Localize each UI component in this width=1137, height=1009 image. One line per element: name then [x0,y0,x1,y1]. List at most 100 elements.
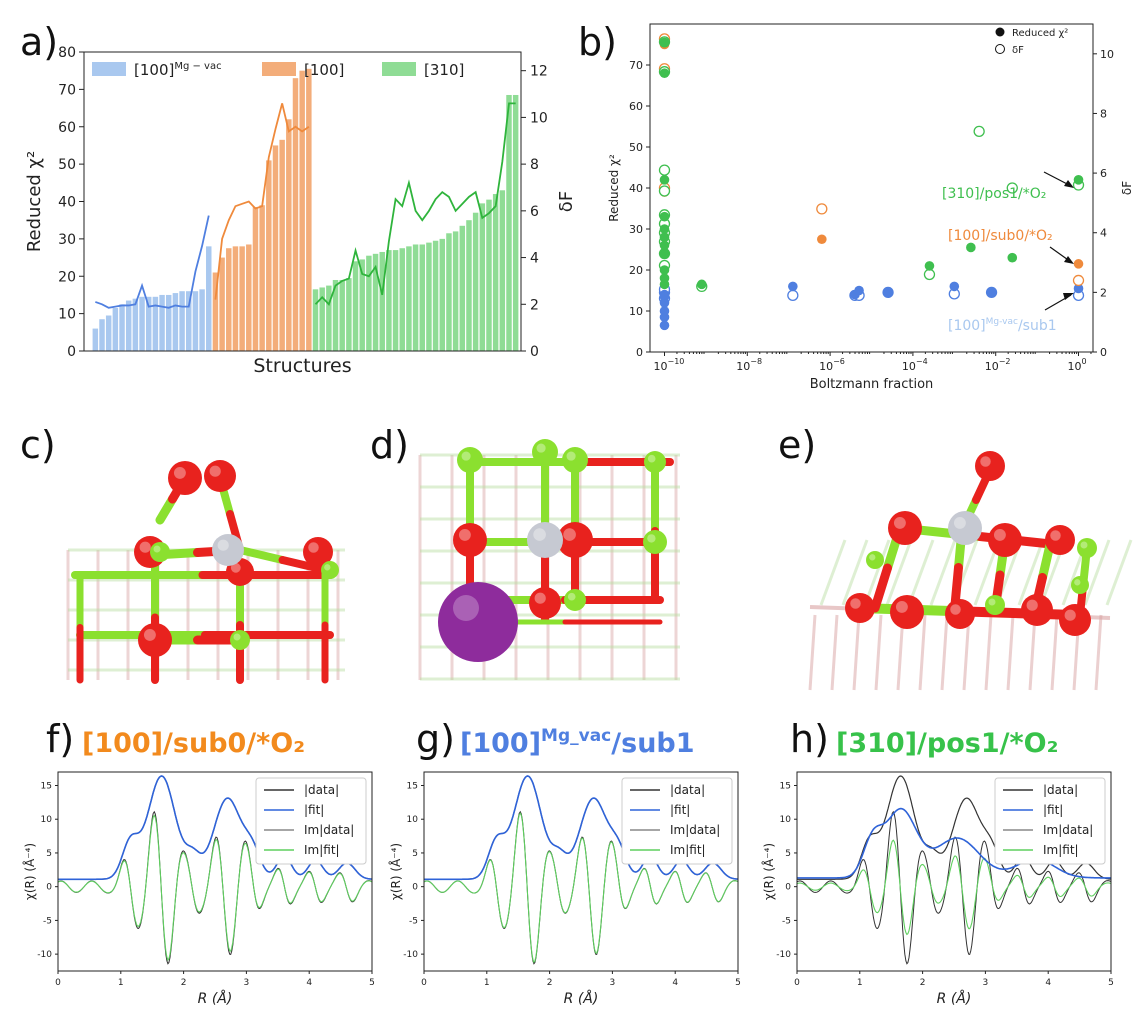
bar [292,78,299,351]
magnesium-atom [985,595,1005,615]
oxygen-atom [204,460,236,492]
lattice-ghost-bond [1083,539,1111,606]
point-chi2 [966,242,976,253]
lattice-ghost-bond [874,614,883,691]
dopant-atom [438,582,518,662]
deltaF-line-2 [314,102,516,306]
bar [279,139,285,351]
magnesium-atom [643,530,667,554]
legend-label: Im|fit| [670,843,706,857]
magnesium-atom-highlight [324,564,331,571]
bar [219,257,225,351]
lattice-ghost-bond [918,614,927,691]
oxygen-atom [888,511,922,545]
magnesium-atom-highlight [869,554,876,561]
magnesium-atom [321,561,339,579]
y2-tick-label: 2 [530,297,539,313]
legend-label: |data| [670,783,705,797]
metal-atom [948,511,982,545]
y-tick-label: -5 [409,916,418,926]
lattice-ghost-bond [984,614,993,691]
oxygen-atom-highlight [458,528,471,541]
oxygen-atom [453,523,487,557]
lattice-ghost-bond [830,614,839,691]
bar [145,296,152,351]
y-axis-label: χ(R) (Å⁻⁴) [388,843,403,900]
bar [512,94,519,351]
chart-b: 0 10 20 30 40 50 60 70 0 2 4 6 8 10 10−10 10−8 10−6 10−4 1… [607,23,1134,392]
oxygen-atom-highlight [1050,530,1061,541]
bar [232,246,239,351]
line-im-fit [57,814,373,961]
lattice-ghost-bond [1094,614,1103,691]
point-deltaF [923,268,936,281]
x-tick-label: 5 [735,978,741,988]
x-tick-label: 10−4 [902,357,928,373]
bar [412,244,419,351]
x-tick-label: 0 [55,978,61,988]
lattice-ghost-bond [819,539,847,606]
magnesium-atom-highlight [233,633,241,641]
y2-tick-label: 2 [1100,286,1107,299]
structure-c-image [66,460,345,684]
oxygen-atom-highlight [209,465,221,477]
legend-label: [100]Mg − vac [134,61,222,79]
y-tick-label: 10 [41,815,53,825]
point-chi2 [883,287,893,298]
y2-tick-label: 0 [1100,346,1107,359]
oxygen-atom-highlight [230,562,241,573]
oxygen-atom-highlight [893,516,906,529]
lattice-ghost-bond [852,614,861,691]
line-im-fit [423,812,739,964]
bond [870,563,892,613]
point-chi2 [659,273,670,284]
point-deltaF [816,203,828,215]
bar [199,289,205,351]
x-tick-label: 2 [181,978,187,988]
y-tick-label: 15 [41,781,52,791]
bar [139,296,145,351]
bar [266,160,272,351]
point-chi2 [659,306,670,316]
oxygen-atom-highlight [534,592,546,604]
magnesium-atom-highlight [647,534,656,543]
y-tick-label: 80 [58,45,76,61]
point-chi2 [659,68,670,78]
point-chi2 [659,37,670,48]
chart-g: -10 -5 0 5 10 15 0 1 2 3 4 5 R (Å) χ(R) (Å⁻⁴) |data| |f… [388,771,741,1007]
y-tick-label: 0 [636,346,643,359]
legend-swatch [382,62,416,76]
point-deltaF [1072,274,1085,287]
bar [125,300,132,351]
bar [119,304,125,351]
legend-box [255,777,367,865]
legend-marker-open [995,44,1005,54]
bar [506,94,512,351]
y-tick-label: 0 [412,883,418,893]
x-tick-label: 10−10 [653,357,684,373]
x-tick-label: 10−2 [985,357,1011,373]
legend-label: δF [1012,45,1024,56]
panel-label-d: d) [370,423,409,467]
panel-g-title: [100]Mg_vac/sub1 [460,726,695,759]
bar [326,285,332,351]
legend-label: [310] [424,61,464,79]
magnesium-atom [150,542,170,562]
bar [312,289,319,351]
bar [299,70,305,351]
oxygen-atom-highlight [139,541,151,553]
y2-tick-label: 12 [530,64,548,80]
bar [319,287,325,351]
bar [99,319,105,351]
bar [132,298,139,351]
oxygen-atom-highlight [1064,609,1076,621]
metal-atom [212,534,244,566]
bar [426,242,432,351]
magnesium-atom-highlight [647,454,656,463]
bar [492,194,499,351]
x-axis-label: R (Å) [564,990,599,1007]
y-tick-label: 20 [58,269,76,285]
lattice-ghost-bond [808,614,817,691]
magnesium-atom [457,447,483,473]
annotation-100: [100]/sub0/*O₂ [948,228,1053,244]
